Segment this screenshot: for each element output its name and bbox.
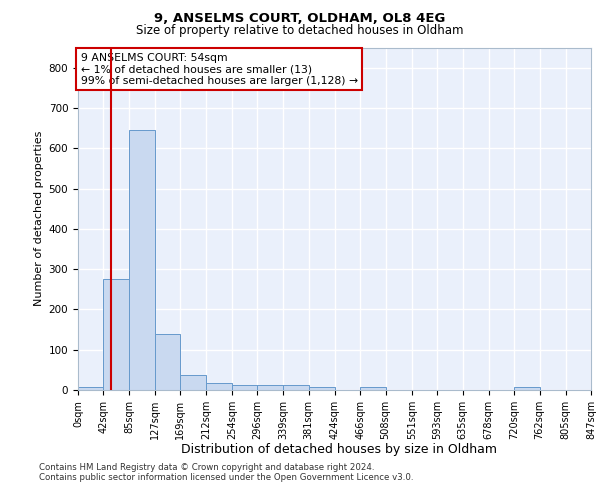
Bar [283,385,309,390]
Bar [155,334,181,390]
Bar [232,385,257,390]
Bar [103,279,130,390]
Bar [360,387,386,390]
Bar [514,387,539,390]
Text: Contains public sector information licensed under the Open Government Licence v3: Contains public sector information licen… [39,474,413,482]
Y-axis label: Number of detached properties: Number of detached properties [34,131,44,306]
Bar [78,387,103,390]
Text: 9 ANSELMS COURT: 54sqm
← 1% of detached houses are smaller (13)
99% of semi-deta: 9 ANSELMS COURT: 54sqm ← 1% of detached … [80,52,358,86]
Text: 9, ANSELMS COURT, OLDHAM, OL8 4EG: 9, ANSELMS COURT, OLDHAM, OL8 4EG [154,12,446,26]
Text: Size of property relative to detached houses in Oldham: Size of property relative to detached ho… [136,24,464,37]
Text: Contains HM Land Registry data © Crown copyright and database right 2024.: Contains HM Land Registry data © Crown c… [39,464,374,472]
Text: Distribution of detached houses by size in Oldham: Distribution of detached houses by size … [181,442,497,456]
Bar [181,375,206,390]
Bar [130,130,155,390]
Bar [257,385,283,390]
Bar [309,387,335,390]
Bar [206,382,232,390]
